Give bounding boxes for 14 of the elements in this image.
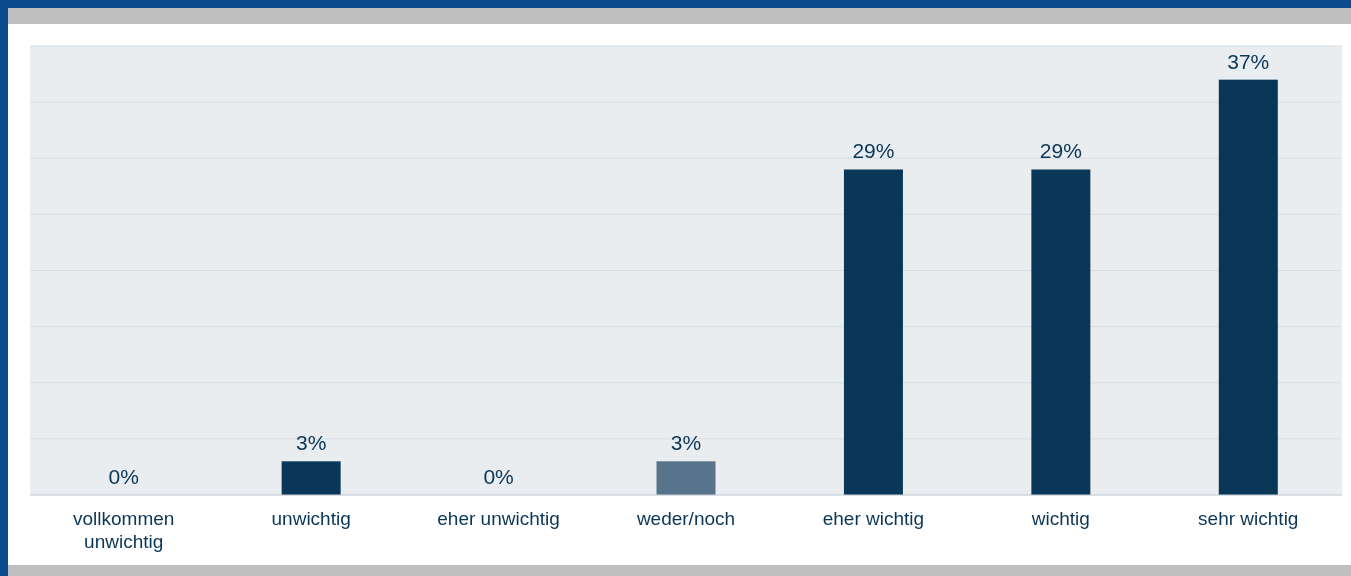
data-label: 29% xyxy=(1039,139,1082,163)
x-tick-label: vollkommen unwichtig xyxy=(73,508,175,552)
data-label: 3% xyxy=(670,431,702,455)
x-tick-label: sehr wichtig xyxy=(1198,508,1299,529)
x-tick-label: eher wichtig xyxy=(822,508,925,529)
data-label: 37% xyxy=(1227,49,1270,73)
x-tick-label: unwichtig xyxy=(271,508,351,529)
data-label: 3% xyxy=(295,431,327,455)
data-label: 0% xyxy=(108,465,139,488)
data-label: 0% xyxy=(483,465,514,488)
data-label: 29% xyxy=(852,139,895,163)
x-tick-label: eher unwichtig xyxy=(437,508,560,529)
x-tick-label: weder/noch xyxy=(635,508,736,529)
x-tick-label: wichtig xyxy=(1030,508,1090,529)
